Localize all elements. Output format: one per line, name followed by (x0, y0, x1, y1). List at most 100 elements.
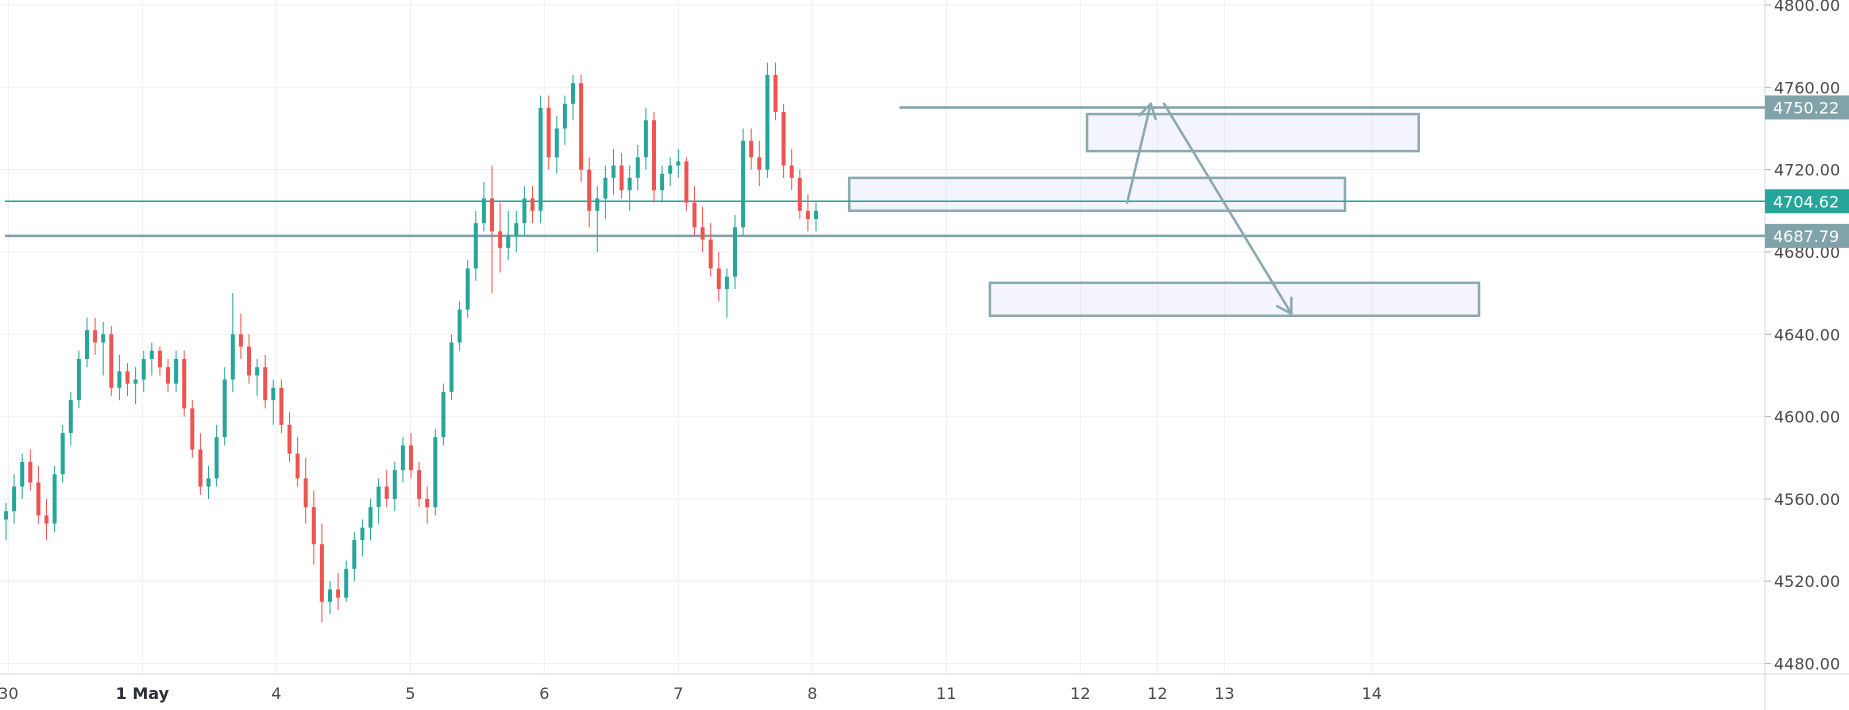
x-tick-label: 1 May (116, 684, 170, 703)
price-tag-label: 4750.22 (1773, 98, 1839, 117)
candle-body (20, 461, 25, 487)
grid-lines (0, 0, 1765, 674)
y-tick-label: 4760.00 (1774, 78, 1840, 97)
candle-body (490, 198, 494, 232)
y-tick-label: 4640.00 (1774, 325, 1840, 344)
candle-body (255, 367, 260, 376)
candle-body (182, 358, 187, 409)
candle-body (368, 507, 373, 528)
candle-body (668, 165, 673, 174)
x-tick-label: 7 (673, 684, 683, 703)
candle-body (109, 334, 114, 388)
price-tag-bg (1765, 95, 1849, 120)
candle-body (400, 445, 405, 471)
candle-body (190, 408, 195, 450)
candle-body (44, 515, 49, 524)
candle-body (214, 437, 219, 479)
candle-body (449, 342, 454, 392)
price-zones (847, 112, 1481, 317)
x-tick-label: 6 (539, 684, 549, 703)
candle-body (303, 478, 308, 508)
candle-body (587, 169, 592, 211)
y-tick-label: 4720.00 (1774, 161, 1840, 180)
projection-arrows (1126, 102, 1293, 315)
y-tick-label: 4800.00 (1774, 0, 1840, 15)
time-axis: 30 1 May 4 5 6 7 8 11 12 12 13 14 (0, 684, 1382, 703)
arrow-line (1162, 102, 1293, 315)
candle-body (781, 112, 786, 166)
candle-body (271, 387, 276, 401)
candle-body (425, 498, 430, 508)
x-tick-label: 12 (1070, 684, 1090, 703)
candle-body (611, 165, 616, 178)
candle-body (627, 177, 632, 191)
price-tag-label: 4704.62 (1773, 192, 1839, 211)
candle-body (263, 367, 268, 401)
candle-body (603, 177, 608, 199)
price-tags: 4750.22 4704.62 4687.79 (1765, 95, 1849, 248)
candle-body (498, 231, 503, 248)
candle-body (814, 210, 818, 220)
candle-body (311, 507, 316, 545)
candle-body (757, 157, 762, 170)
candle-body (765, 74, 770, 170)
candle-body (174, 358, 179, 384)
candle-body (522, 198, 527, 224)
candle-body (76, 358, 81, 401)
candle-body (708, 239, 713, 269)
candle-body (441, 391, 446, 438)
arrow-head (1149, 102, 1157, 121)
candle-body (417, 470, 422, 499)
candle-body (473, 223, 478, 269)
price-tag-label: 4687.79 (1773, 227, 1839, 246)
candle-body (328, 589, 332, 602)
candle-body (741, 140, 746, 228)
candle-body (198, 449, 203, 487)
x-tick-label: 8 (807, 684, 817, 703)
candle-body (700, 227, 705, 240)
candle-body (352, 540, 357, 569)
candle-body (336, 589, 341, 598)
x-tick-label: 12 (1147, 684, 1167, 703)
candle-body (546, 107, 551, 158)
candles (4, 62, 818, 623)
candle-body (773, 74, 778, 113)
x-tick-label: 13 (1214, 684, 1234, 703)
candle-body (384, 486, 389, 499)
y-tick-label: 4520.00 (1774, 572, 1840, 591)
candle-body (643, 120, 648, 158)
candle-body (68, 400, 73, 434)
price-tag-bg (1765, 189, 1849, 214)
candle-body (141, 358, 146, 380)
x-tick-label: 4 (271, 684, 281, 703)
candle-body (530, 198, 535, 211)
zone-box (1085, 112, 1420, 153)
candle-body (579, 83, 584, 170)
candle-body (652, 120, 656, 191)
candle-body (457, 309, 462, 343)
candle-body (360, 527, 365, 541)
candle-body (36, 482, 41, 516)
candle-body (392, 470, 397, 499)
candle-body (149, 350, 154, 359)
candle-body (562, 103, 567, 129)
arrow-head (1275, 304, 1293, 315)
candle-body (465, 268, 470, 310)
candle-body (222, 379, 227, 438)
candle-body (676, 161, 681, 166)
candle-body (749, 140, 754, 158)
zone-box (988, 281, 1481, 317)
candle-body (206, 478, 211, 487)
candle-body (571, 83, 575, 104)
x-tick-label: 30 (0, 684, 19, 703)
candle-body (238, 334, 243, 347)
candle-body (12, 486, 17, 512)
candle-body (409, 445, 413, 471)
y-tick-label: 4600.00 (1774, 408, 1840, 427)
candle-body (319, 544, 324, 602)
candle-body (344, 568, 349, 598)
candle-body (724, 276, 729, 289)
candle-body (716, 268, 721, 289)
candle-body (101, 334, 106, 343)
